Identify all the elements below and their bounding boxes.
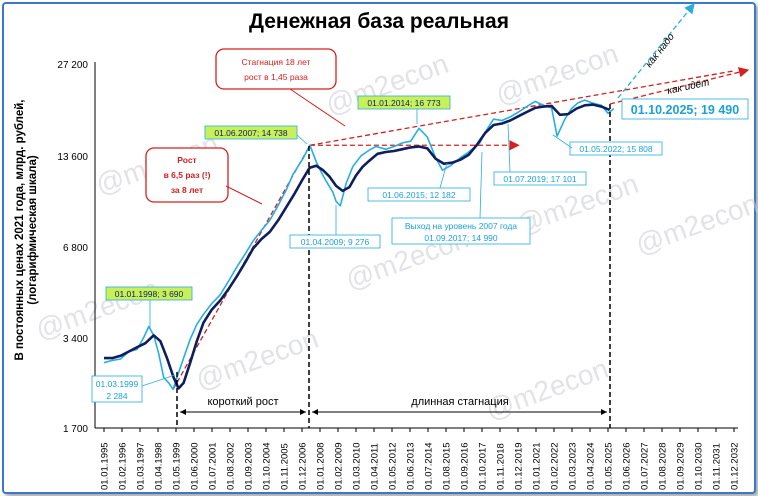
stagnation-label: Стагнация 18 лет [242,57,311,67]
label-1999: 2 284 [106,391,128,401]
label-2017-box [391,217,531,245]
label-2025: 01.10.2025; 19 490 [631,103,739,117]
x-tick-label: 01.08.2002 [226,442,237,490]
series-line-monthly [103,99,615,391]
x-tick-label: 01.04.1998 [154,442,165,490]
label-1999: 01.03.1999 [96,379,139,389]
x-tick-label: 01.07.2001 [208,442,219,490]
series-lines [103,99,615,391]
label-2015: 01.06.2015; 12 182 [382,190,456,200]
growth-pointer [225,185,263,205]
watermark: @m2econ [481,353,612,426]
label-1999-box [91,375,143,403]
y-tick-label: 3 400 [63,334,88,345]
x-tick-label: 01.04.2011 [370,443,381,490]
label-2017-pointer [479,151,483,219]
label-1998: 01.01.1998; 3 690 [115,289,184,299]
stagnation-label: рост в 1,45 раза [244,72,308,82]
x-tick-label: 01.11.2031 [712,443,723,490]
x-tick-label: 01.01.2021 [532,442,543,490]
label-2014: 01.01.2014; 16 773 [367,98,441,108]
x-tick-label: 01.04.2024 [586,442,597,490]
x-tick-label: 01.05.2012 [388,442,399,490]
x-tick-label: 01.07.2027 [640,442,651,490]
label-1998-box [105,286,193,301]
x-tick-labels: 01.01.1995 01.02.1996 01.03.1997 01.04.1998… [100,428,741,490]
growth-label: за 8 лет [171,185,203,195]
x-tick-label: 01.07.2014 [424,442,435,490]
x-tick-label: 01.12.2019 [514,442,525,490]
watermark: @m2econ [631,188,758,261]
label-2022-box [569,141,663,156]
label-2007-box [204,125,298,140]
x-tick-label: 01.01.1995 [100,442,111,490]
label-2019: 01.07.2019; 17 101 [503,174,577,184]
label-2009: 01.04.2009; 9 276 [301,237,370,247]
x-tick-label: 01.06.2026 [622,442,633,490]
x-tick-label: 01.05.2025 [604,442,615,490]
watermark: @m2econ [491,38,622,111]
label-2007-pointer [296,134,308,145]
x-tick-label: 01.10.2017 [478,442,489,490]
label-2009-box [289,234,381,249]
label-2014-box [357,95,451,110]
x-tick-label: 01.02.1996 [118,442,129,490]
stagnation-pointer [289,88,346,127]
x-tick-label: 01.06.2013 [406,442,417,490]
watermark: @m2econ [31,273,162,346]
x-tick-label: 01.09.2003 [244,442,255,490]
how-it-goes-label: как идёт [666,77,710,97]
label-2022-pointer [552,134,573,149]
x-tick-label: 01.03.2023 [568,442,579,490]
x-tick-label: 01.05.1999 [172,442,183,490]
x-tick-label: 01.11.2005 [280,443,291,490]
x-tick-label: 01.10.2004 [262,442,273,490]
how-it-should-label: как надо [644,31,678,70]
label-2019-box [493,171,587,186]
long-stagnation-label: длинная стагнация [411,396,508,408]
label-2015-box [367,187,471,202]
watermark: @m2econ [191,323,322,396]
x-tick-label: 01.08.2015 [442,442,453,490]
x-tick-label: 01.02.2009 [334,442,345,490]
label-2017: Выход на уровень 2007 года [405,221,518,231]
label-2025-box [621,98,749,120]
watermark: @m2econ [321,48,452,121]
x-tick-label: 01.03.2010 [352,442,363,490]
x-tick-label: 01.06.2000 [190,442,201,490]
x-tick-label: 01.12.2006 [298,442,309,490]
stagnation-callout [215,48,337,90]
x-tick-label: 01.10.2030 [694,442,705,490]
label-2022: 01.05.2022; 15 808 [579,144,653,154]
growth-label: Рост [177,155,196,165]
y-tick-label: 6 800 [63,243,88,254]
how-it-should-arrow [617,2,695,99]
y-tick-label: 27 200 [57,60,88,71]
x-tick-label: 01.09.2016 [460,442,471,490]
x-tick-label: 01.03.1997 [136,442,147,490]
label-2017: 01.09.2017; 14 990 [424,233,498,243]
x-tick-label: 01.09.2029 [676,442,687,490]
series-line-trend [104,103,611,390]
x-tick-label: 01.12.2032 [730,442,741,490]
y-tick-label: 1 700 [63,424,88,435]
label-2015-pointer [439,162,448,189]
short-growth-label: короткий рост [207,396,278,408]
x-tick-label: 01.08.2028 [658,442,669,490]
growth-label: в 6,5 раз (!) [164,170,211,180]
label-2007: 01.06.2007; 14 738 [214,128,288,138]
x-tick-label: 01.01.2008 [316,442,327,490]
chart-title: Денежная база реальная [249,10,509,33]
label-2019-pointer [507,123,511,173]
x-tick-label: 01.11.2018 [496,443,507,490]
label-1999-pointer [141,374,176,387]
growth-callout [145,147,229,203]
x-tick-label: 01.02.2022 [550,442,561,490]
y-tick-label: 13 600 [57,152,88,163]
